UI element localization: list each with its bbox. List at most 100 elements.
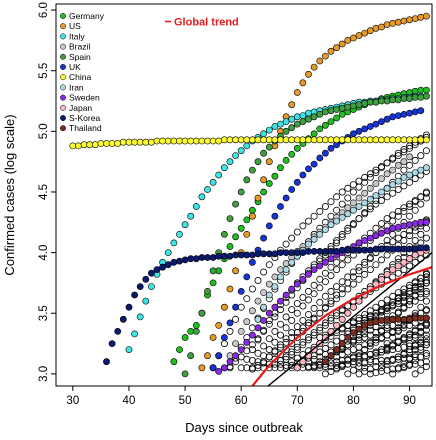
other-country-point (417, 366, 425, 374)
series-point (220, 164, 228, 172)
series-point (327, 118, 335, 125)
series-point (321, 247, 329, 255)
global-trend-line (251, 266, 432, 386)
series-point (288, 285, 296, 293)
other-country-point (316, 207, 324, 215)
series-point (248, 251, 256, 259)
other-country-point (349, 268, 357, 276)
series-point (299, 79, 307, 87)
other-country-point (333, 193, 341, 201)
other-country-point (316, 298, 324, 306)
y-tick-label: 3.5 (38, 305, 50, 321)
other-country-point (422, 341, 430, 349)
series-point (422, 136, 430, 144)
series-point (400, 17, 408, 25)
series-point (232, 303, 239, 311)
other-country-point (248, 285, 256, 293)
series-point (131, 138, 138, 146)
other-country-point (304, 217, 312, 225)
series-point (344, 103, 352, 111)
series-point (389, 113, 397, 121)
series-point (209, 267, 217, 275)
series-point (394, 315, 402, 323)
series-point (153, 266, 161, 273)
series-point (232, 200, 239, 208)
other-country-point (288, 316, 296, 324)
other-country-point (400, 207, 408, 215)
series-point (243, 338, 251, 346)
other-country-point (338, 188, 346, 196)
other-country-point (316, 348, 324, 356)
legend-item: Thailand (60, 123, 102, 133)
series-point (254, 194, 262, 202)
series-point (417, 94, 425, 101)
other-country-point (366, 173, 374, 181)
series-point (417, 13, 425, 21)
series-point (394, 112, 402, 119)
other-country-point (406, 262, 414, 270)
series-point (422, 92, 430, 100)
series-point (271, 273, 279, 281)
series-point (305, 109, 312, 117)
series-point (383, 136, 391, 144)
other-country-point (417, 200, 425, 208)
other-country-point (254, 335, 262, 343)
series-point (271, 212, 279, 220)
series-point (277, 136, 284, 144)
legend-swatch (60, 104, 66, 111)
series-point (282, 118, 290, 125)
series-point (243, 251, 251, 259)
other-country-point (260, 342, 268, 350)
other-country-point (422, 290, 430, 298)
other-country-point (417, 278, 425, 286)
other-country-point (394, 269, 402, 277)
other-country-point (282, 335, 290, 343)
series-point (389, 224, 397, 232)
series-point (243, 273, 251, 281)
other-country-point (422, 276, 430, 284)
series-point (299, 118, 307, 125)
series-point (142, 138, 150, 146)
series-point (248, 206, 256, 214)
series-point (288, 101, 296, 109)
series-point (349, 329, 357, 336)
series-point (220, 334, 228, 341)
series-point (333, 44, 340, 52)
series-point (372, 98, 380, 106)
legend-item: Italy (60, 31, 85, 41)
series-point (108, 140, 116, 147)
series-point (400, 173, 408, 181)
series-point (394, 18, 402, 26)
other-country-point (394, 212, 402, 220)
other-country-point (349, 366, 357, 374)
series-point (147, 138, 155, 146)
other-country-point (377, 256, 385, 264)
other-country-point (394, 185, 402, 193)
other-country-point (377, 306, 385, 314)
other-country-point (355, 215, 363, 223)
series-point (316, 111, 324, 118)
x-tick-label: 40 (123, 395, 136, 407)
other-country-point (411, 284, 419, 292)
other-country-point (304, 364, 312, 372)
other-country-point (366, 170, 374, 178)
other-country-point (383, 236, 391, 244)
series-point (265, 222, 273, 230)
series-point (378, 97, 385, 105)
series-point (389, 19, 397, 27)
series-point (321, 149, 329, 157)
series-point (114, 327, 122, 335)
other-country-point (366, 350, 374, 358)
other-country-point (288, 350, 296, 358)
legend-item: Brazil (60, 42, 90, 52)
series-point (277, 164, 284, 172)
series-point (372, 136, 380, 144)
other-country-point (394, 297, 402, 305)
legend-label: Italy (69, 31, 85, 41)
series-point (394, 262, 402, 270)
other-country-point (355, 349, 363, 357)
series-point (417, 86, 425, 94)
other-country-point (293, 333, 301, 341)
other-country-point (400, 145, 408, 153)
other-country-point (377, 346, 385, 354)
